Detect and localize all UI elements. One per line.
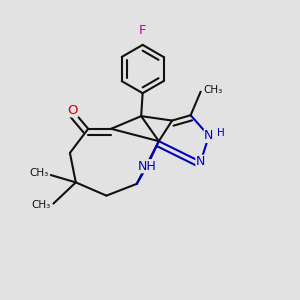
- Text: F: F: [139, 24, 146, 37]
- Text: O: O: [67, 104, 78, 117]
- Text: CH₃: CH₃: [29, 168, 48, 178]
- Text: N: N: [204, 129, 214, 142]
- Text: NH: NH: [138, 160, 156, 173]
- Text: CH₃: CH₃: [32, 200, 51, 210]
- Text: N: N: [196, 155, 205, 168]
- Text: H: H: [218, 128, 225, 138]
- Text: CH₃: CH₃: [203, 85, 222, 95]
